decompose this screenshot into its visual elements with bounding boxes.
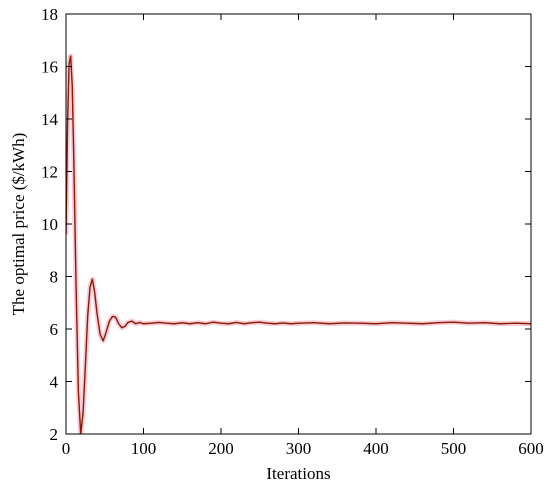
- y-tick-label: 8: [50, 268, 59, 287]
- y-tick-label: 16: [41, 58, 58, 77]
- x-tick-label: 500: [441, 439, 467, 458]
- x-tick-label: 400: [363, 439, 389, 458]
- x-tick-label: 600: [518, 439, 544, 458]
- x-tick-label: 100: [131, 439, 157, 458]
- y-tick-label: 14: [41, 110, 59, 129]
- y-axis-title: The optimal price ($/kWh): [9, 133, 28, 316]
- x-axis-title: Iterations: [266, 464, 330, 483]
- plot-area: [66, 53, 531, 434]
- y-tick-label: 2: [50, 425, 59, 444]
- axes: 0 100 200 300 400 500 600 2 4 6 8 10 12 14 16 18: [41, 5, 544, 458]
- y-tick-label: 12: [41, 163, 58, 182]
- x-tick-label: 0: [62, 439, 71, 458]
- y-tick-label: 10: [41, 215, 58, 234]
- y-tick-label: 18: [41, 5, 58, 24]
- y-tick-label: 6: [50, 320, 59, 339]
- x-tick-label: 200: [208, 439, 234, 458]
- x-tick-label: 300: [286, 439, 312, 458]
- y-tick-label: 4: [50, 373, 59, 392]
- series-line-0: [66, 55, 531, 434]
